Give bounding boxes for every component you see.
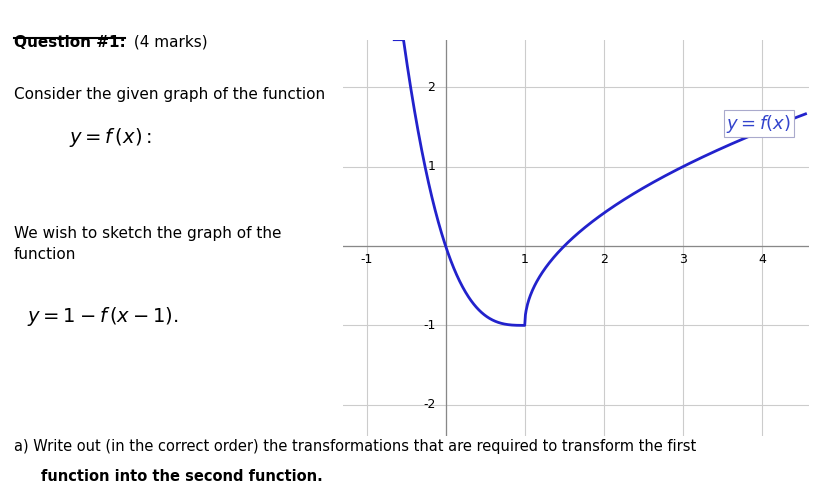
Text: 1: 1 bbox=[520, 253, 529, 266]
Text: -1: -1 bbox=[423, 319, 435, 332]
Text: 2: 2 bbox=[600, 253, 608, 266]
Text: $y = f\,(x):$: $y = f\,(x):$ bbox=[69, 126, 151, 149]
Text: -2: -2 bbox=[423, 398, 435, 411]
Text: Consider the given graph of the function: Consider the given graph of the function bbox=[14, 87, 325, 102]
Text: 1: 1 bbox=[428, 160, 435, 173]
Text: 3: 3 bbox=[679, 253, 687, 266]
Text: (4 marks): (4 marks) bbox=[129, 35, 207, 50]
Text: function into the second function.: function into the second function. bbox=[41, 469, 323, 484]
Text: 2: 2 bbox=[428, 81, 435, 94]
Text: $y=f(x)$: $y=f(x)$ bbox=[726, 113, 791, 134]
Text: 4: 4 bbox=[758, 253, 766, 266]
Text: a) Write out (in the correct order) the transformations that are required to tra: a) Write out (in the correct order) the … bbox=[14, 439, 696, 454]
Text: We wish to sketch the graph of the
function: We wish to sketch the graph of the funct… bbox=[14, 226, 281, 262]
Text: -1: -1 bbox=[360, 253, 373, 266]
Text: $y = 1 - f\,(x - 1).$: $y = 1 - f\,(x - 1).$ bbox=[27, 305, 179, 328]
Text: Question #1:: Question #1: bbox=[14, 35, 126, 50]
